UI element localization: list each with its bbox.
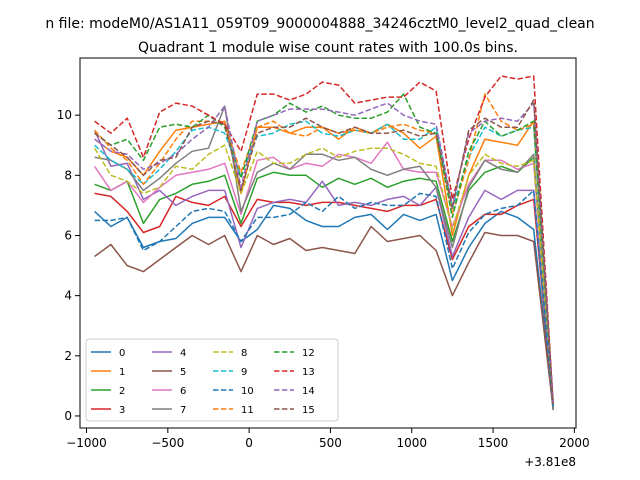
plot-frame — [79, 57, 577, 429]
legend-label: 9 — [241, 367, 247, 378]
series-line-11 — [94, 93, 554, 404]
legend-label: 12 — [302, 348, 315, 359]
legend-label: 10 — [241, 386, 254, 397]
series-line-10 — [94, 189, 554, 407]
x-axis: −1000 −500 0 500 1000 1500 2000 — [66, 428, 590, 450]
legend-label: 6 — [180, 386, 186, 397]
y-tick-label: 4 — [64, 289, 72, 303]
chart-title: Quadrant 1 module wise count rates with … — [138, 40, 518, 56]
y-tick-label: 8 — [64, 168, 72, 182]
series-line-9 — [94, 120, 554, 404]
x-tick-label: 1000 — [396, 436, 427, 450]
series-line-4 — [93, 129, 554, 407]
x-tick-label: 2000 — [559, 436, 590, 450]
legend-label: 14 — [302, 386, 315, 397]
chart-suptitle: n file: modeM0/AS1A11_059T09_9000004888_… — [45, 16, 594, 32]
legend-label: 15 — [302, 405, 315, 416]
x-tick-label: 500 — [319, 436, 342, 450]
series-layer — [93, 75, 554, 411]
series-line-14 — [94, 102, 554, 404]
legend-box — [85, 338, 339, 422]
legend-label: 13 — [302, 367, 315, 378]
legend-label: 11 — [241, 405, 254, 416]
legend-label: 7 — [180, 405, 186, 416]
y-tick-label: 0 — [64, 409, 72, 423]
y-axis: 0 2 4 6 8 10 — [57, 108, 80, 423]
series-line-15 — [94, 99, 554, 404]
legend-label: 2 — [119, 386, 125, 397]
series-line-6 — [93, 141, 554, 407]
series-line-13 — [94, 75, 554, 404]
legend-label: 8 — [241, 348, 247, 359]
legend-label: 5 — [180, 367, 186, 378]
series-line-12 — [94, 93, 554, 404]
series-line-8 — [93, 144, 554, 404]
legend-label: 3 — [119, 405, 125, 416]
series-line-2 — [94, 156, 554, 411]
x-tick-label: −1000 — [66, 436, 107, 450]
series-line-3 — [94, 192, 554, 407]
legend-label: 4 — [180, 348, 186, 359]
y-tick-label: 6 — [64, 228, 72, 242]
y-tick-label: 10 — [57, 108, 72, 122]
series-line-0 — [94, 204, 554, 407]
x-tick-label: 0 — [245, 436, 253, 450]
x-tick-label: −500 — [151, 436, 184, 450]
x-tick-label: 1500 — [478, 436, 509, 450]
legend-label: 1 — [119, 367, 125, 378]
series-line-5 — [94, 225, 554, 411]
series-line-7 — [94, 105, 554, 411]
legend-label: 0 — [119, 348, 125, 359]
y-tick-label: 2 — [64, 349, 72, 363]
x-offset-label: +3.81e8 — [524, 455, 576, 469]
